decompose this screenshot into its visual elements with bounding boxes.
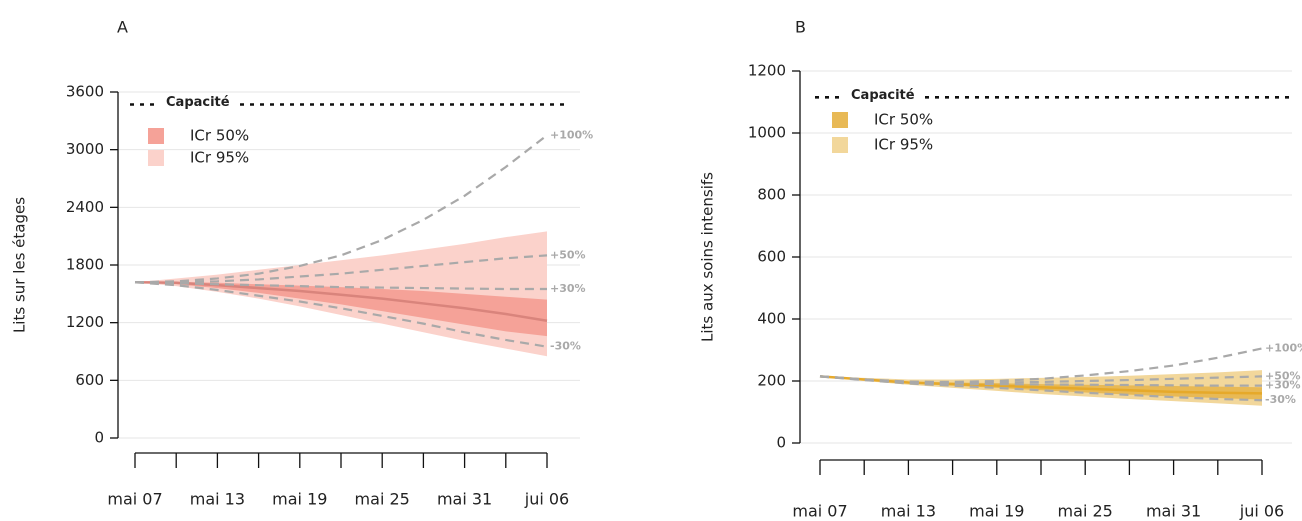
- legend-label: ICr 50%: [190, 127, 249, 145]
- median-line: [819, 375, 1263, 395]
- capacity-label-bg: [845, 87, 921, 103]
- y-tick-label: 0: [94, 429, 104, 447]
- x-tick-label: mai 13: [190, 490, 245, 509]
- x-tick-label: mai 31: [437, 490, 492, 509]
- panel-label: A: [117, 18, 128, 37]
- y-tick-label: 3600: [66, 83, 104, 101]
- scenario-label: +100%: [1265, 341, 1302, 354]
- legend-label: ICr 95%: [874, 136, 933, 154]
- scenario-line: [134, 281, 548, 348]
- legend-label: ICr 95%: [190, 149, 249, 167]
- y-tick-label: 200: [757, 372, 786, 390]
- x-tick-label: jui 06: [524, 490, 569, 509]
- scenario-line: [134, 281, 547, 291]
- legend-swatch: [832, 137, 848, 153]
- y-axis-label: Lits aux soins intensifs: [699, 172, 717, 342]
- x-tick-label: jui 06: [1239, 502, 1284, 521]
- y-axis-label: Lits sur les étages: [11, 197, 29, 333]
- scenario-label: +50%: [1265, 369, 1301, 382]
- capacity-label: Capacité: [166, 95, 230, 110]
- scenario-label: +30%: [550, 282, 586, 295]
- x-tick-label: mai 19: [272, 490, 327, 509]
- scenario-label: -30%: [550, 340, 581, 353]
- y-tick-label: 2400: [66, 198, 104, 216]
- scenario-label: +100%: [550, 128, 593, 141]
- legend-swatch: [148, 128, 164, 144]
- capacity-label: Capacité: [851, 88, 915, 103]
- legend-swatch: [832, 112, 848, 128]
- y-tick-label: 800: [757, 186, 786, 204]
- x-tick-label: mai 19: [969, 502, 1024, 521]
- scenario-label: +30%: [1265, 379, 1301, 392]
- scenario-label: -30%: [1265, 393, 1296, 406]
- scenario-line: [134, 134, 548, 284]
- y-tick-label: 1000: [748, 124, 786, 142]
- scenario-line: [135, 254, 548, 284]
- legend-swatch: [148, 150, 164, 166]
- scenario-label: +50%: [550, 248, 586, 261]
- y-tick-label: 0: [776, 434, 786, 452]
- scenario-line: [819, 375, 1262, 387]
- scenario-line: [819, 375, 1263, 402]
- x-tick-label: mai 07: [107, 490, 162, 509]
- x-tick-label: mai 07: [792, 502, 847, 521]
- y-tick-label: 1200: [748, 62, 786, 80]
- x-tick-label: mai 25: [1058, 502, 1113, 521]
- y-tick-label: 600: [75, 371, 104, 389]
- panel-label: B: [795, 18, 806, 37]
- legend-label: ICr 50%: [874, 111, 933, 129]
- scenario-line: [819, 375, 1263, 384]
- y-tick-label: 1800: [66, 256, 104, 274]
- x-tick-label: mai 13: [881, 502, 936, 521]
- capacity-label-bg: [160, 94, 236, 110]
- x-tick-label: mai 31: [1146, 502, 1201, 521]
- y-tick-label: 1200: [66, 313, 104, 331]
- x-tick-label: mai 25: [355, 490, 410, 509]
- y-tick-label: 3000: [66, 140, 104, 158]
- y-tick-label: 400: [757, 310, 786, 328]
- credible-band: [135, 281, 547, 337]
- y-tick-label: 600: [757, 248, 786, 266]
